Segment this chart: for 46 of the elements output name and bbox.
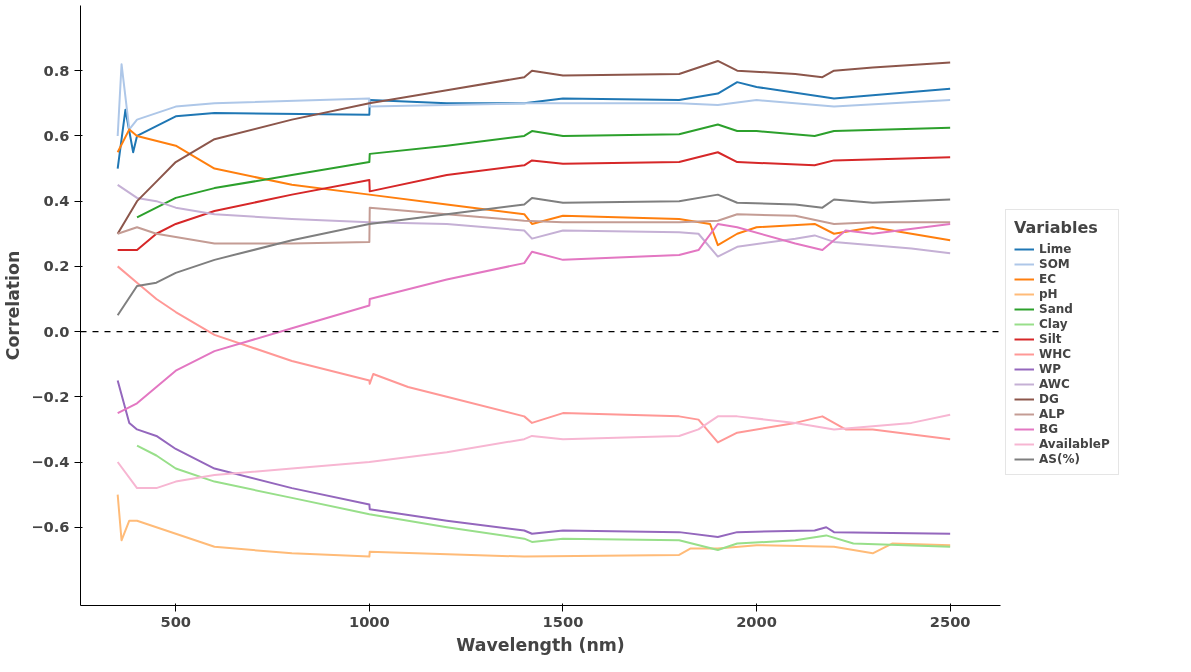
- y-tick-label: 0.2: [43, 257, 70, 275]
- y-tick-label: −0.4: [31, 453, 70, 471]
- x-tick-label: 2500: [929, 612, 971, 630]
- x-tick-label: 500: [160, 612, 192, 630]
- x-tick-label: 2000: [736, 612, 777, 630]
- x-tick-label: 1500: [542, 612, 584, 630]
- line-series: [116, 222, 952, 415]
- legend-label: EC: [1039, 272, 1057, 286]
- line-series: [116, 81, 952, 170]
- y-axis-title: Correlation: [3, 250, 24, 361]
- line-series: [136, 444, 952, 552]
- line-series: [136, 123, 952, 219]
- line-series: [116, 63, 952, 137]
- legend-label: DG: [1039, 392, 1059, 406]
- legend-label: ALP: [1039, 407, 1065, 421]
- line-series: [116, 151, 952, 252]
- line-series: [116, 183, 952, 258]
- legend-label: AWC: [1039, 377, 1070, 391]
- y-tick-label: 0.8: [43, 61, 70, 79]
- y-tick-label: 0.0: [43, 322, 70, 340]
- legend-label: Lime: [1039, 242, 1072, 256]
- line-series: [116, 128, 952, 247]
- line-series: [116, 413, 952, 490]
- line-series: [116, 193, 952, 317]
- x-axis-title: Wavelength (nm): [456, 634, 625, 655]
- y-tick-label: 0.6: [43, 126, 70, 144]
- legend-label: AS(%): [1039, 452, 1080, 466]
- line-series: [116, 493, 952, 558]
- line-series: [116, 379, 952, 539]
- line-series: [116, 206, 952, 245]
- y-tick-label: −0.6: [31, 518, 70, 536]
- legend-label: BG: [1039, 422, 1059, 436]
- legend-label: Clay: [1039, 317, 1068, 331]
- x-tick-label: 1000: [348, 612, 390, 630]
- legend-label: AvailableP: [1039, 437, 1110, 451]
- y-tick-label: −0.2: [31, 387, 70, 405]
- legend-title: Variables: [1014, 218, 1099, 237]
- legend-label: SOM: [1039, 257, 1070, 271]
- legend-label: WHC: [1039, 347, 1072, 361]
- legend-label: Silt: [1039, 332, 1062, 346]
- y-tick-label: 0.4: [43, 192, 70, 210]
- line-series: [116, 265, 952, 444]
- legend-label: WP: [1039, 362, 1062, 376]
- legend-label: pH: [1039, 287, 1059, 301]
- line-series: [116, 59, 952, 235]
- legend-label: Sand: [1039, 302, 1073, 316]
